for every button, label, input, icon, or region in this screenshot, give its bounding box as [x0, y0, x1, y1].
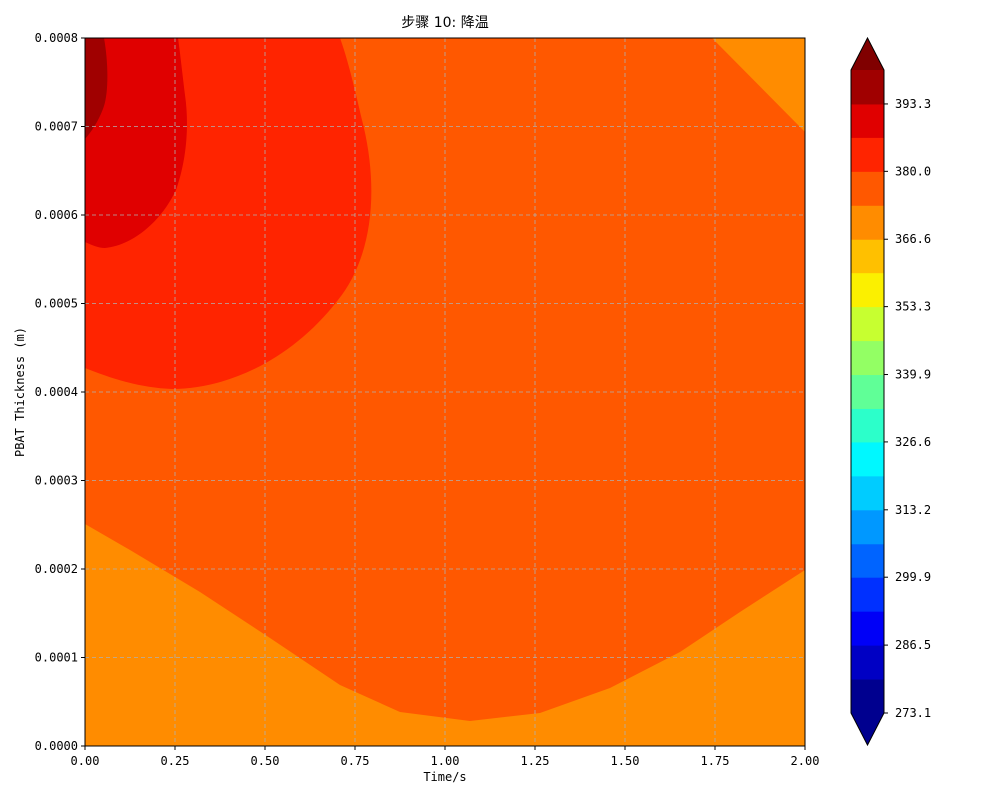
plot-area [85, 38, 805, 746]
colorbar-segment [851, 103, 884, 138]
colorbar-segment [851, 239, 884, 274]
x-axis: 0.00 0.25 0.50 0.75 1.00 1.25 1.50 1.75 2.00 [71, 746, 820, 768]
x-tick-label: 1.50 [611, 754, 640, 768]
colorbar-segment [851, 577, 884, 612]
x-tick-label: 0.75 [341, 754, 370, 768]
colorbar-segment [851, 205, 884, 240]
y-tick-label: 0.0006 [35, 208, 78, 222]
y-tick-label: 0.0005 [35, 297, 78, 311]
colorbar-segment [851, 611, 884, 646]
colorbar-tick-label: 393.3 [895, 97, 931, 111]
x-tick-label: 0.50 [251, 754, 280, 768]
y-tick-label: 0.0008 [35, 31, 78, 45]
colorbar-tick-label: 273.1 [895, 706, 931, 720]
colorbar-segment [851, 679, 884, 714]
colorbar: 273.1 286.5 299.9 313.2 326.6 339.9 353.3 366.6… [850, 36, 931, 747]
colorbar-tick-label: 326.6 [895, 435, 931, 449]
colorbar-under-arrow [851, 713, 884, 745]
colorbar-segment [851, 441, 884, 477]
colorbar-tick-label: 366.6 [895, 232, 931, 246]
x-tick-label: 0.00 [71, 754, 100, 768]
y-tick-label: 0.0000 [35, 739, 78, 753]
chart-title: 步骤 10: 降温 [401, 15, 488, 31]
colorbar-segment [851, 306, 884, 342]
y-tick-label: 0.0003 [35, 474, 78, 488]
colorbar-segment [851, 137, 884, 172]
x-tick-label: 1.75 [701, 754, 730, 768]
y-tick-label: 0.0002 [35, 562, 78, 576]
x-tick-label: 1.00 [431, 754, 460, 768]
colorbar-tick-label: 380.0 [895, 164, 931, 178]
colorbar-segment [851, 340, 884, 376]
y-axis-label: PBAT Thickness (m) [13, 327, 27, 457]
y-tick-label: 0.0004 [35, 385, 78, 399]
colorbar-segment [851, 509, 884, 545]
colorbar-over-arrow [851, 38, 884, 70]
colorbar-segment [851, 543, 884, 578]
x-tick-label: 2.00 [791, 754, 820, 768]
contour-region-386-393 [85, 38, 187, 248]
y-tick-label: 0.0001 [35, 651, 78, 665]
y-tick-label: 0.0007 [35, 120, 78, 134]
contour-region-393-400 [85, 38, 108, 139]
x-axis-label: Time/s [423, 770, 466, 784]
colorbar-segment [851, 645, 884, 680]
colorbar-segment [851, 70, 884, 105]
colorbar-tick-label: 339.9 [895, 368, 931, 382]
x-tick-label: 0.25 [161, 754, 190, 768]
grid-lines [85, 38, 805, 746]
colorbar-segment [851, 408, 884, 443]
colorbar-tick-label: 286.5 [895, 638, 931, 652]
colorbar-tick-label: 299.9 [895, 570, 931, 584]
colorbar-segment [851, 272, 884, 308]
colorbar-tick-label: 313.2 [895, 503, 931, 517]
colorbar-segment [851, 374, 884, 409]
colorbar-segment [851, 171, 884, 206]
colorbar-segment [851, 475, 884, 511]
y-axis: 0.0000 0.0001 0.0002 0.0003 0.0004 0.0005 0.00… [35, 31, 85, 753]
colorbar-tick-label: 353.3 [895, 300, 931, 314]
x-tick-label: 1.25 [521, 754, 550, 768]
